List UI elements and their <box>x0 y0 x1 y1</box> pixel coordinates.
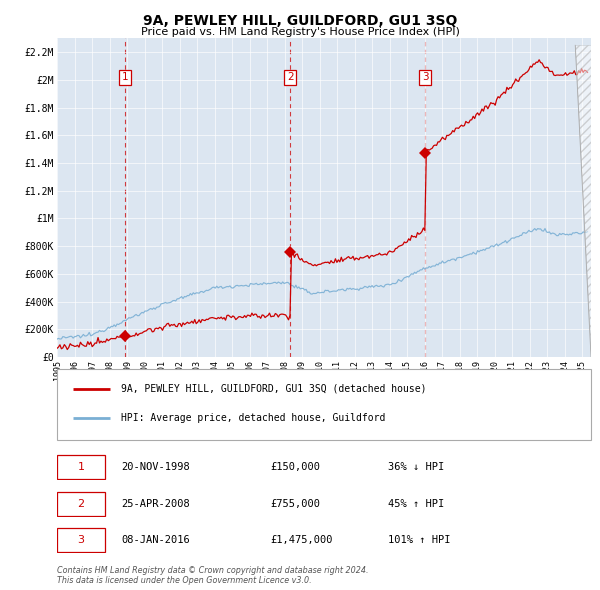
Text: 36% ↓ HPI: 36% ↓ HPI <box>388 463 445 472</box>
Text: 2: 2 <box>287 72 293 82</box>
Text: 20-NOV-1998: 20-NOV-1998 <box>121 463 190 472</box>
Text: 2: 2 <box>77 499 85 509</box>
Text: 9A, PEWLEY HILL, GUILDFORD, GU1 3SQ: 9A, PEWLEY HILL, GUILDFORD, GU1 3SQ <box>143 14 457 28</box>
Polygon shape <box>575 45 591 357</box>
Text: 1: 1 <box>122 72 128 82</box>
Text: 25-APR-2008: 25-APR-2008 <box>121 499 190 509</box>
Text: 08-JAN-2016: 08-JAN-2016 <box>121 536 190 545</box>
Text: 45% ↑ HPI: 45% ↑ HPI <box>388 499 445 509</box>
Text: Contains HM Land Registry data © Crown copyright and database right 2024.: Contains HM Land Registry data © Crown c… <box>57 566 368 575</box>
Text: £1,475,000: £1,475,000 <box>271 536 333 545</box>
FancyBboxPatch shape <box>57 492 105 516</box>
Text: 101% ↑ HPI: 101% ↑ HPI <box>388 536 451 545</box>
Text: This data is licensed under the Open Government Licence v3.0.: This data is licensed under the Open Gov… <box>57 576 311 585</box>
Text: 3: 3 <box>422 72 428 82</box>
Text: 9A, PEWLEY HILL, GUILDFORD, GU1 3SQ (detached house): 9A, PEWLEY HILL, GUILDFORD, GU1 3SQ (det… <box>121 384 427 394</box>
Text: £150,000: £150,000 <box>271 463 320 472</box>
FancyBboxPatch shape <box>57 369 591 440</box>
Text: HPI: Average price, detached house, Guildford: HPI: Average price, detached house, Guil… <box>121 414 385 423</box>
Text: 1: 1 <box>77 463 85 472</box>
Text: £755,000: £755,000 <box>271 499 320 509</box>
Text: Price paid vs. HM Land Registry's House Price Index (HPI): Price paid vs. HM Land Registry's House … <box>140 27 460 37</box>
FancyBboxPatch shape <box>57 529 105 552</box>
Text: 3: 3 <box>77 536 85 545</box>
FancyBboxPatch shape <box>57 455 105 479</box>
